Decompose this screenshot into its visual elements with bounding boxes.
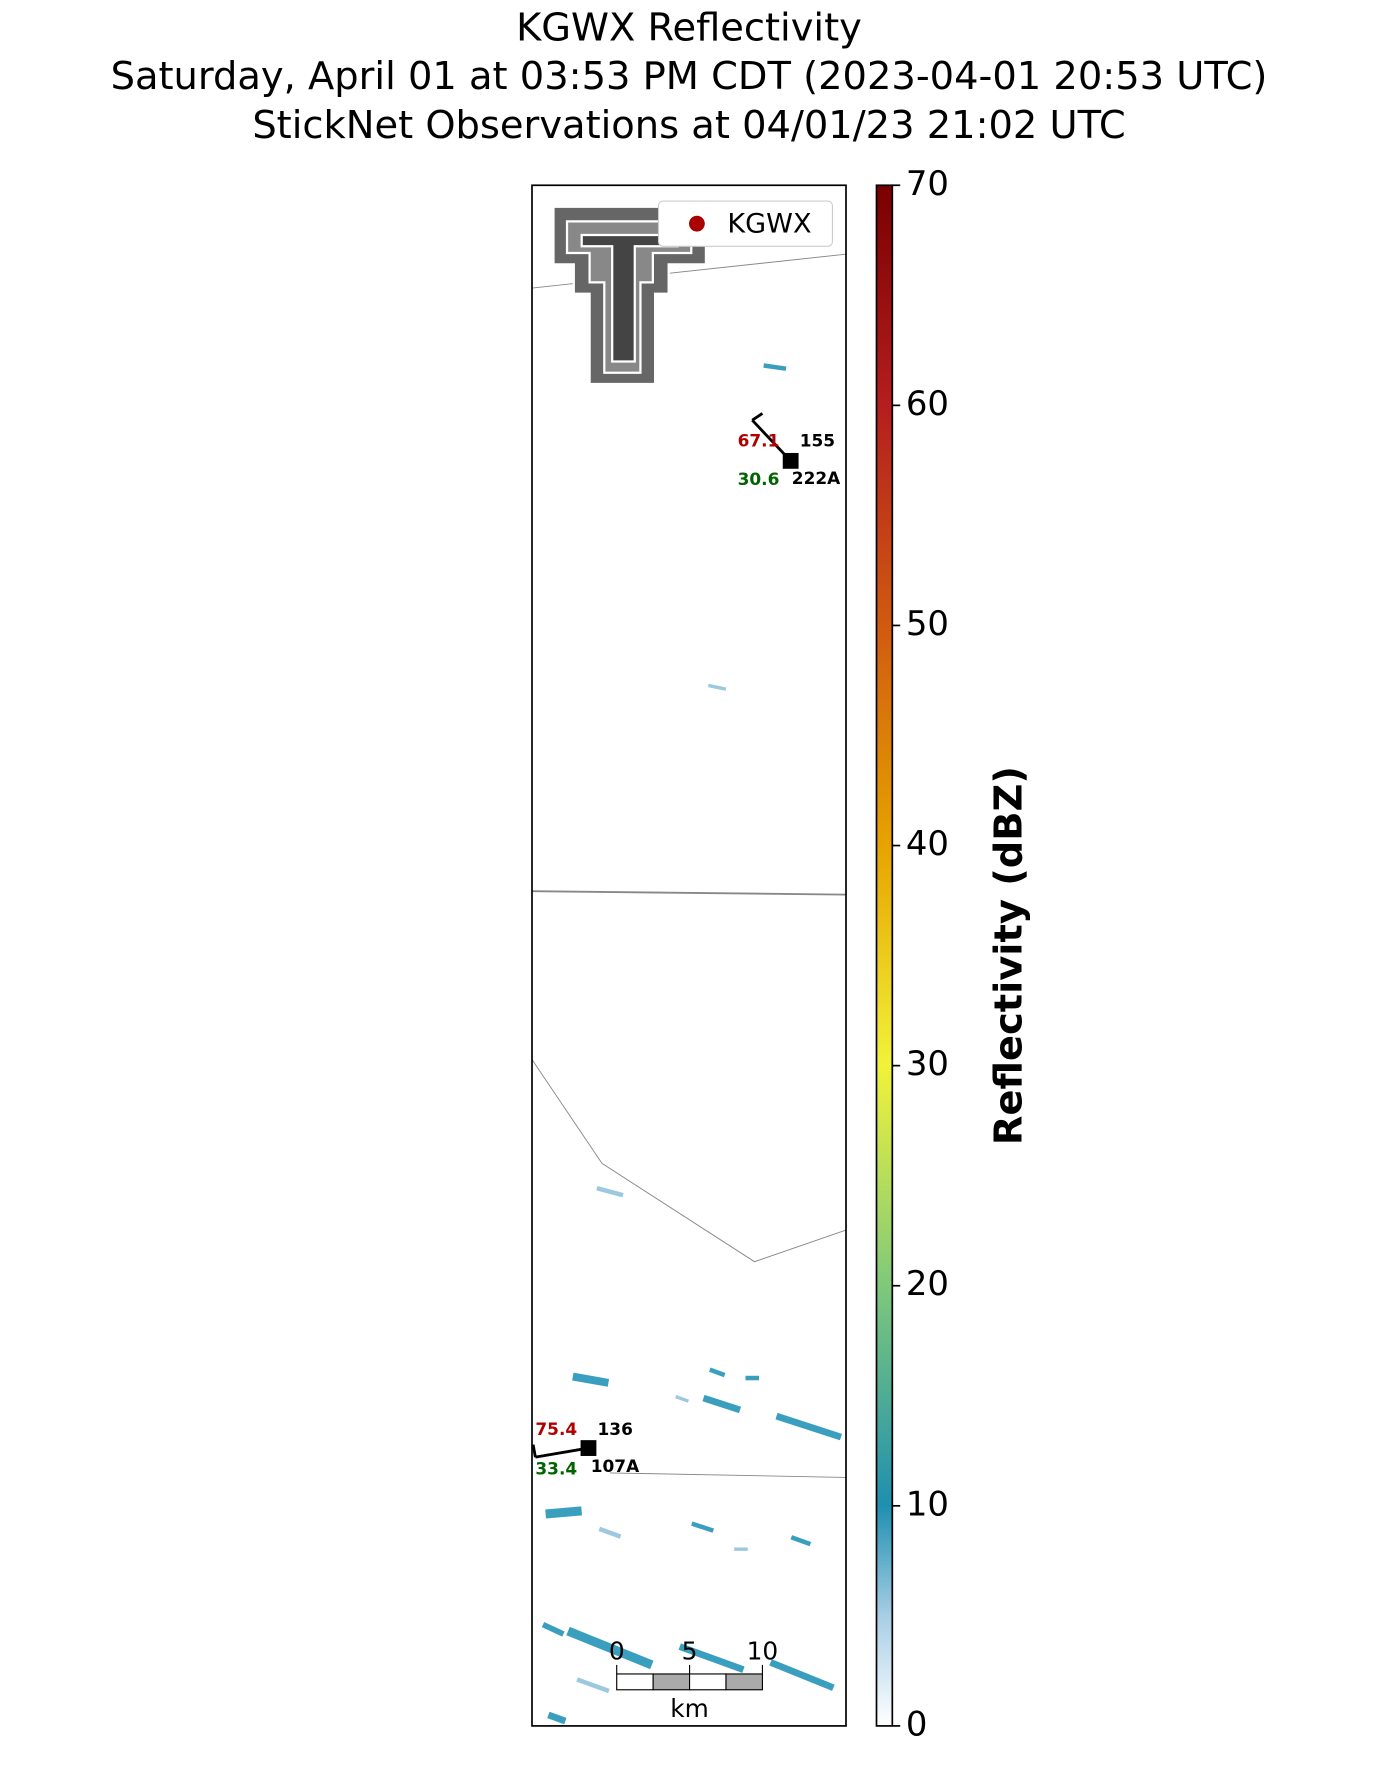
title-line: KGWX Reflectivity <box>516 6 862 51</box>
scale-unit: km <box>670 1694 709 1723</box>
colorbar-scale <box>875 184 894 1727</box>
temperature: 67.1 <box>738 431 780 451</box>
map-frame <box>531 185 847 1726</box>
map: KGWX 67.1 155 30.6 222A 75.4 136 33.4 10… <box>531 184 847 1727</box>
map-border <box>531 184 847 1727</box>
tick-label: 60 <box>906 384 949 423</box>
legend-marker <box>689 215 705 232</box>
scale-label: 10 <box>747 1637 779 1666</box>
temperature: 75.4 <box>535 1419 577 1439</box>
wind-barb <box>531 1444 537 1458</box>
station-marker <box>580 1440 597 1456</box>
station-id: 222A <box>792 468 841 488</box>
station: 67.1 155 30.6 222A <box>738 412 841 489</box>
scale-label: 5 <box>682 1637 698 1666</box>
wind-direction: 155 <box>800 431 835 451</box>
title-line: StickNet Observations at 04/01/23 21:02 … <box>252 103 1125 148</box>
wind-barb <box>535 1446 589 1459</box>
dewpoint: 30.6 <box>738 469 780 489</box>
colorbar: Reflectivity (dBZ) 0 10 20 30 40 50 60 70 <box>875 164 1031 1743</box>
tick-label: 30 <box>906 1044 949 1083</box>
logo <box>552 205 708 386</box>
legend: KGWX <box>657 200 834 247</box>
wind-barb <box>751 412 764 422</box>
tick-label: 0 <box>906 1704 928 1743</box>
tick-label: 10 <box>906 1484 949 1523</box>
title-line: Saturday, April 01 at 03:53 PM CDT (2023… <box>111 54 1268 99</box>
legend-label: KGWX <box>727 208 811 239</box>
station-id: 107A <box>591 1456 640 1476</box>
tick-label: 50 <box>906 604 949 643</box>
radar-echoes <box>541 363 843 1725</box>
wind-direction: 136 <box>598 1419 633 1439</box>
colorbar-label: Reflectivity (dBZ) <box>986 766 1031 1145</box>
scale-bar: km 0 5 10 <box>609 1637 778 1724</box>
dewpoint: 33.4 <box>535 1459 577 1479</box>
scale-label: 0 <box>609 1637 625 1666</box>
tick-label: 20 <box>906 1264 949 1303</box>
station: 75.4 136 33.4 107A <box>531 1419 640 1479</box>
tick-label: 40 <box>906 824 949 863</box>
tick-label: 70 <box>906 164 949 203</box>
station-marker <box>782 452 799 469</box>
